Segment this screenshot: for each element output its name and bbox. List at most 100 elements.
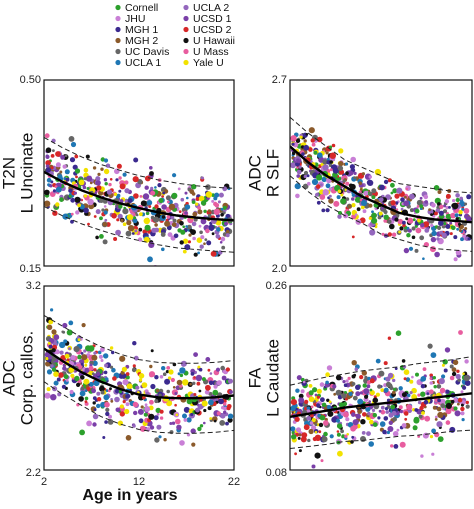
data-point	[132, 364, 136, 368]
data-point	[92, 401, 96, 405]
data-point	[168, 203, 176, 210]
data-point	[51, 367, 57, 372]
data-point	[208, 380, 214, 386]
data-point	[465, 400, 469, 405]
data-point	[360, 205, 365, 210]
data-point	[374, 225, 378, 229]
data-point	[328, 198, 334, 204]
legend-label-yale-u: Yale U	[193, 57, 224, 69]
data-point	[357, 409, 362, 414]
data-point	[438, 210, 444, 216]
data-point	[199, 230, 203, 235]
data-point	[62, 213, 69, 220]
data-point	[92, 166, 97, 170]
data-point	[320, 183, 323, 187]
data-point	[365, 406, 371, 412]
data-point	[179, 367, 186, 374]
y-axis-label-line: FA	[246, 367, 265, 388]
data-point	[183, 418, 188, 422]
data-point	[366, 431, 371, 436]
data-point	[298, 397, 305, 404]
data-point	[101, 208, 105, 212]
data-point	[456, 227, 459, 231]
data-point	[404, 396, 409, 401]
data-point	[227, 417, 233, 423]
data-point	[383, 214, 389, 220]
data-point	[125, 394, 130, 399]
data-point	[214, 192, 220, 198]
data-point	[64, 154, 68, 158]
data-point	[458, 229, 462, 232]
data-point	[113, 192, 118, 196]
data-point	[338, 211, 342, 215]
data-point	[227, 413, 234, 419]
lower-band-line	[290, 175, 472, 252]
data-point	[345, 417, 350, 422]
data-point	[429, 435, 434, 439]
data-point	[380, 409, 386, 415]
data-point	[387, 336, 392, 340]
data-point	[351, 412, 356, 417]
data-point	[455, 249, 462, 256]
data-point	[79, 390, 86, 397]
data-point	[82, 185, 87, 190]
data-point	[53, 334, 60, 341]
data-point	[211, 199, 215, 203]
data-point	[182, 379, 189, 386]
y-axis-label: FAL Caudate	[246, 339, 283, 417]
data-point	[225, 367, 230, 372]
data-point	[132, 424, 136, 428]
data-point	[295, 193, 300, 199]
data-point	[225, 233, 230, 238]
data-point	[166, 389, 170, 394]
data-point	[424, 228, 430, 233]
data-point	[348, 170, 354, 176]
data-point	[355, 391, 361, 397]
data-point	[125, 372, 130, 376]
data-point	[57, 174, 63, 180]
data-point	[459, 196, 464, 201]
data-point	[355, 384, 361, 390]
legend-marker-u-hawaii	[183, 37, 189, 44]
data-point	[364, 394, 369, 399]
data-point	[207, 209, 211, 213]
data-point	[412, 425, 418, 431]
data-point	[93, 351, 97, 355]
data-point	[119, 411, 126, 417]
data-point	[218, 250, 223, 255]
data-point	[395, 208, 399, 211]
data-point	[83, 207, 89, 214]
data-point	[219, 241, 223, 244]
data-point	[432, 376, 436, 380]
data-point	[46, 177, 52, 183]
plot-area	[44, 308, 234, 447]
data-point	[87, 222, 90, 226]
data-point	[329, 434, 334, 439]
data-point	[69, 157, 76, 163]
data-point	[46, 324, 53, 330]
data-point	[87, 198, 94, 206]
data-point	[138, 373, 145, 379]
data-point	[427, 343, 433, 349]
data-point	[219, 420, 226, 426]
data-point	[121, 366, 127, 372]
data-point	[419, 204, 424, 209]
data-point	[197, 251, 201, 255]
data-point	[437, 436, 444, 442]
data-point	[361, 370, 367, 376]
data-point	[359, 391, 363, 395]
data-point	[200, 200, 207, 206]
data-point	[98, 354, 103, 359]
data-point	[374, 168, 382, 176]
data-point	[184, 191, 188, 195]
data-point	[335, 374, 342, 381]
data-point	[182, 249, 187, 254]
data-point	[158, 198, 164, 204]
data-point	[372, 397, 379, 404]
data-point	[70, 355, 76, 361]
data-point	[137, 408, 144, 415]
data-point	[312, 387, 318, 393]
lower-band-line	[44, 381, 234, 434]
y-axis-label-line: L Caudate	[263, 339, 282, 417]
data-point	[45, 361, 51, 367]
